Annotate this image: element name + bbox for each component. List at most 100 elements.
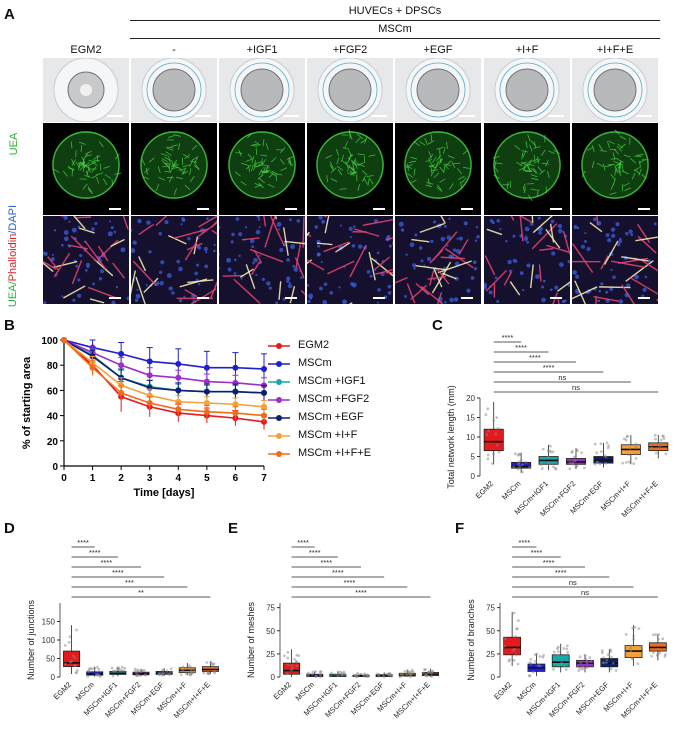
uea-fiber bbox=[173, 134, 181, 137]
f-jitter-point bbox=[536, 664, 540, 668]
phalloidin-fiber bbox=[62, 285, 86, 299]
dapi-nucleus bbox=[238, 232, 243, 237]
uea-fiber bbox=[514, 144, 521, 150]
f-jitter-point bbox=[508, 658, 512, 662]
scale-bar bbox=[109, 297, 121, 299]
f-jitter-point bbox=[609, 667, 613, 671]
f-jitter-point bbox=[533, 653, 537, 656]
dapi-nucleus bbox=[605, 290, 609, 294]
d-jitter-point bbox=[96, 673, 100, 677]
uea-fiber bbox=[430, 169, 435, 177]
phalloidin-fiber bbox=[437, 260, 472, 274]
uea-fiber bbox=[80, 144, 83, 152]
uea-fiber bbox=[182, 164, 190, 168]
d-jitter-point bbox=[205, 661, 209, 664]
f-jitter-point bbox=[588, 656, 592, 659]
b-legend-swatch-dot bbox=[276, 451, 282, 457]
dapi-nucleus bbox=[388, 244, 392, 248]
uea-fiber bbox=[87, 188, 94, 195]
f-y-axis-label: Number of branches bbox=[466, 599, 476, 681]
dapi-nucleus bbox=[607, 238, 612, 243]
uea-fiber bbox=[357, 153, 365, 156]
phalloidin-fiber bbox=[307, 259, 313, 265]
phalloidin-fiber bbox=[87, 286, 118, 300]
d-jitter-point bbox=[70, 659, 73, 663]
d-jitter-point bbox=[189, 668, 193, 672]
c-jitter-point bbox=[604, 461, 607, 465]
b-point-6-2 bbox=[118, 389, 125, 396]
dapi-nucleus bbox=[610, 227, 616, 232]
dapi-nucleus bbox=[597, 299, 601, 303]
f-jitter-point bbox=[656, 654, 659, 658]
e-jitter-point bbox=[318, 670, 322, 674]
uea-fiber bbox=[169, 166, 175, 173]
b-x-tick-label: 3 bbox=[147, 473, 153, 484]
uea-fiber bbox=[82, 183, 88, 190]
dapi-nucleus bbox=[233, 272, 237, 275]
dapi-nucleus bbox=[197, 283, 201, 286]
micrograph-uea-3 bbox=[307, 123, 393, 215]
scale-bar bbox=[373, 297, 385, 299]
b-series-line-5 bbox=[63, 339, 265, 408]
f-jitter-point bbox=[564, 668, 568, 671]
dapi-nucleus bbox=[296, 219, 301, 223]
dapi-nucleus bbox=[94, 222, 98, 226]
d-jitter-point bbox=[96, 665, 99, 669]
uea-fiber bbox=[547, 171, 550, 179]
phalloidin-fiber bbox=[284, 240, 305, 245]
dapi-nucleus bbox=[115, 285, 119, 289]
legend-b: EGM2 MSCm MSCm +IGF1 MSCm +FGF2 MSCm +EGF MSC… bbox=[268, 338, 428, 464]
uea-fiber bbox=[87, 186, 93, 193]
uea-fiber bbox=[71, 159, 76, 166]
c-jitter-point bbox=[572, 455, 576, 459]
dapi-nucleus bbox=[470, 276, 475, 280]
uea-fiber bbox=[168, 175, 173, 183]
e-category-label-0: EGM2 bbox=[272, 680, 293, 701]
micrograph-bf-svg-5 bbox=[484, 58, 570, 122]
d-sig-label-5: ** bbox=[138, 588, 144, 597]
uea-fiber bbox=[529, 144, 533, 152]
uea-fiber bbox=[250, 145, 258, 147]
uea-fiber bbox=[168, 164, 171, 172]
b-legend-swatch-2 bbox=[268, 379, 290, 385]
micrograph-bf-0 bbox=[43, 58, 129, 122]
micrograph-uea-0 bbox=[43, 123, 129, 215]
micrograph-uea-svg-6 bbox=[572, 123, 658, 215]
uea-fiber bbox=[516, 161, 523, 167]
dapi-nucleus bbox=[377, 288, 381, 292]
b-legend-item-3: MSCm +FGF2 bbox=[268, 392, 428, 410]
uea-fiber bbox=[361, 170, 368, 176]
dapi-nucleus bbox=[322, 300, 328, 304]
d-jitter-point bbox=[135, 674, 139, 678]
f-jitter-point bbox=[658, 651, 662, 655]
dapi-nucleus bbox=[131, 248, 136, 254]
f-box-2 bbox=[551, 654, 570, 668]
c-jitter-point bbox=[571, 462, 575, 466]
dapi-nucleus bbox=[609, 286, 614, 291]
uea-fiber bbox=[161, 158, 168, 163]
scale-bar bbox=[461, 208, 473, 210]
dapi-nucleus bbox=[252, 261, 255, 265]
c-jitter-point bbox=[568, 467, 572, 471]
dapi-nucleus bbox=[288, 282, 291, 285]
uea-fiber bbox=[192, 156, 199, 161]
b-x-tick-label: 4 bbox=[176, 473, 182, 484]
phalloidin-fiber bbox=[89, 298, 105, 304]
c-jitter-point bbox=[634, 457, 638, 460]
d-jitter-point bbox=[116, 666, 119, 670]
dapi-nucleus bbox=[109, 220, 112, 223]
dapi-nucleus bbox=[349, 236, 352, 239]
uea-fiber bbox=[428, 164, 436, 168]
phalloidin-fiber bbox=[323, 241, 349, 253]
dapi-nucleus bbox=[245, 226, 248, 229]
c-jitter-point bbox=[484, 413, 488, 417]
dapi-nucleus bbox=[567, 260, 570, 264]
uea-fiber bbox=[407, 163, 409, 171]
uea-fiber bbox=[453, 162, 461, 165]
f-jitter-point bbox=[657, 633, 661, 637]
dapi-nucleus bbox=[418, 246, 423, 250]
e-jitter-point bbox=[411, 670, 415, 674]
dapi-nucleus bbox=[400, 228, 405, 232]
d-sig-label-1: **** bbox=[89, 548, 101, 557]
uea-fiber bbox=[167, 135, 175, 138]
